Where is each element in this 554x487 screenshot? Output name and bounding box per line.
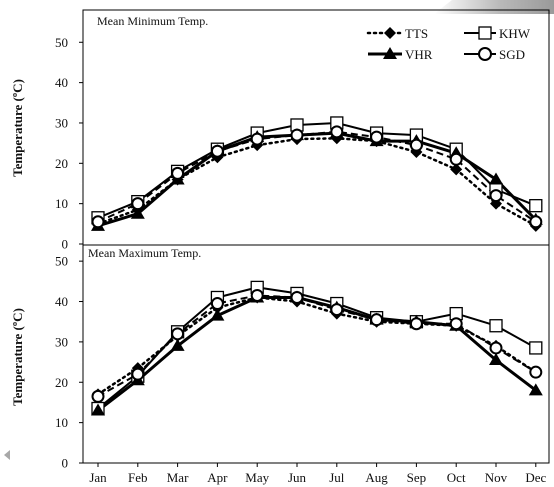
legend-diamond-marker [384,27,396,39]
xtick-label-may: May [245,470,269,485]
marker-vhr-bottom-nov [489,353,503,366]
xtick-label-sep: Sep [407,470,427,485]
marker-vhr-top-feb [130,206,145,219]
marker-sgd-bottom-mar [171,327,185,341]
marker-vhr-bottom-dec [528,383,543,396]
marker-sgd-bottom-aug [370,313,384,327]
marker-vhr-bottom-apr [210,308,225,321]
top-ytick-label: 20 [55,156,68,171]
marker-sgd-top-nov [489,189,503,203]
bottom-panel-ylabel: Temperature (ºC) [10,308,25,406]
marker-sgd-bottom-oct [449,317,463,331]
legend-item-tts: TTS [366,26,428,41]
marker-sgd-top-jun [290,128,304,142]
marker-sgd-top-feb [131,197,145,211]
marker-sgd-bottom-sep [409,317,423,331]
marker-sgd-top-oct [449,152,463,166]
marker-sgd-top-mar [171,166,185,180]
marker-sgd-top-jan [91,215,105,229]
bottom-ytick-label: 0 [62,456,69,471]
x-axis-ticks: Jan Feb Mar Apr May Jun Jul Aug Sep Oct Nov Dec [89,463,546,485]
xtick-label-feb: Feb [128,470,148,485]
bottom-ytick-label: 40 [55,294,68,309]
bottom-ytick-label: 20 [55,375,68,390]
xtick-label-nov: Nov [485,470,508,485]
marker-tts-top-oct [450,163,463,176]
top-panel-ylabel: Temperature (ºC) [10,79,25,177]
marker-sgd-bottom-dec [529,365,543,379]
bottom-panel: Mean Maximum Temp. Temperature (ºC) 0 10 2… [10,244,550,471]
marker-vhr-top-nov [489,172,503,185]
left-arrow-icon [4,450,10,460]
bottom-ytick-label: 30 [55,334,68,349]
xtick-label-jun: Jun [288,470,307,485]
legend-item-sgd: SGD [464,47,525,62]
legend: TTS KHW VHR SGD [366,26,531,62]
legend-item-vhr: VHR [368,47,433,62]
marker-sgd-top-jul [330,125,344,139]
xtick-label-jan: Jan [89,470,107,485]
marker-sgd-top-may [250,132,264,146]
marker-sgd-bottom-jan [91,389,105,403]
xtick-label-dec: Dec [525,470,546,485]
marker-khw-top-dec [529,199,543,213]
bottom-ytick-label: 10 [55,415,68,430]
bottom-panel-frame [82,244,550,464]
top-panel: Mean Minimum Temp. Temperature (ºC) 0 10 2… [10,9,550,252]
top-series-line-khw [97,122,537,219]
marker-khw-bottom-dec [529,341,543,355]
legend-label-sgd: SGD [499,47,525,62]
top-panel-title: Mean Minimum Temp. [97,14,208,28]
top-ytick-label: 50 [55,35,68,50]
bottom-series-line-vhr [97,296,537,412]
marker-sgd-top-aug [370,130,384,144]
xtick-label-jul: Jul [329,470,345,485]
marker-sgd-top-sep [409,138,423,152]
legend-square-marker [478,26,492,40]
marker-sgd-bottom-jul [330,303,344,317]
top-ytick-label: 0 [62,237,69,252]
legend-label-khw: KHW [499,26,531,41]
top-ytick-label: 30 [55,115,68,130]
marker-khw-bottom-nov [489,319,503,333]
bottom-panel-title: Mean Maximum Temp. [88,246,201,260]
top-ytick-label: 10 [55,196,68,211]
top-series-line-sgd [97,130,537,223]
top-panel-frame [82,9,550,246]
bottom-series-line-sgd [97,294,537,398]
marker-sgd-bottom-nov [489,341,503,355]
legend-label-vhr: VHR [405,47,433,62]
marker-sgd-top-apr [210,144,224,158]
xtick-label-oct: Oct [447,470,466,485]
top-ytick-label: 40 [55,75,68,90]
top-series-line-vhr [97,131,537,228]
legend-triangle-marker [383,47,397,59]
marker-sgd-bottom-jun [290,290,304,304]
marker-vhr-bottom-mar [170,338,185,351]
xtick-label-aug: Aug [365,470,388,485]
marker-sgd-bottom-may [250,288,264,302]
marker-sgd-bottom-apr [210,297,224,311]
marker-sgd-bottom-feb [131,367,145,381]
legend-item-khw: KHW [464,26,531,41]
marker-vhr-bottom-jan [91,403,105,416]
marker-sgd-top-dec [529,215,543,229]
legend-label-tts: TTS [405,26,428,41]
legend-circle-marker [478,47,492,61]
bottom-ytick-label: 50 [55,254,68,269]
xtick-label-mar: Mar [167,470,189,485]
xtick-label-apr: Apr [207,470,228,485]
